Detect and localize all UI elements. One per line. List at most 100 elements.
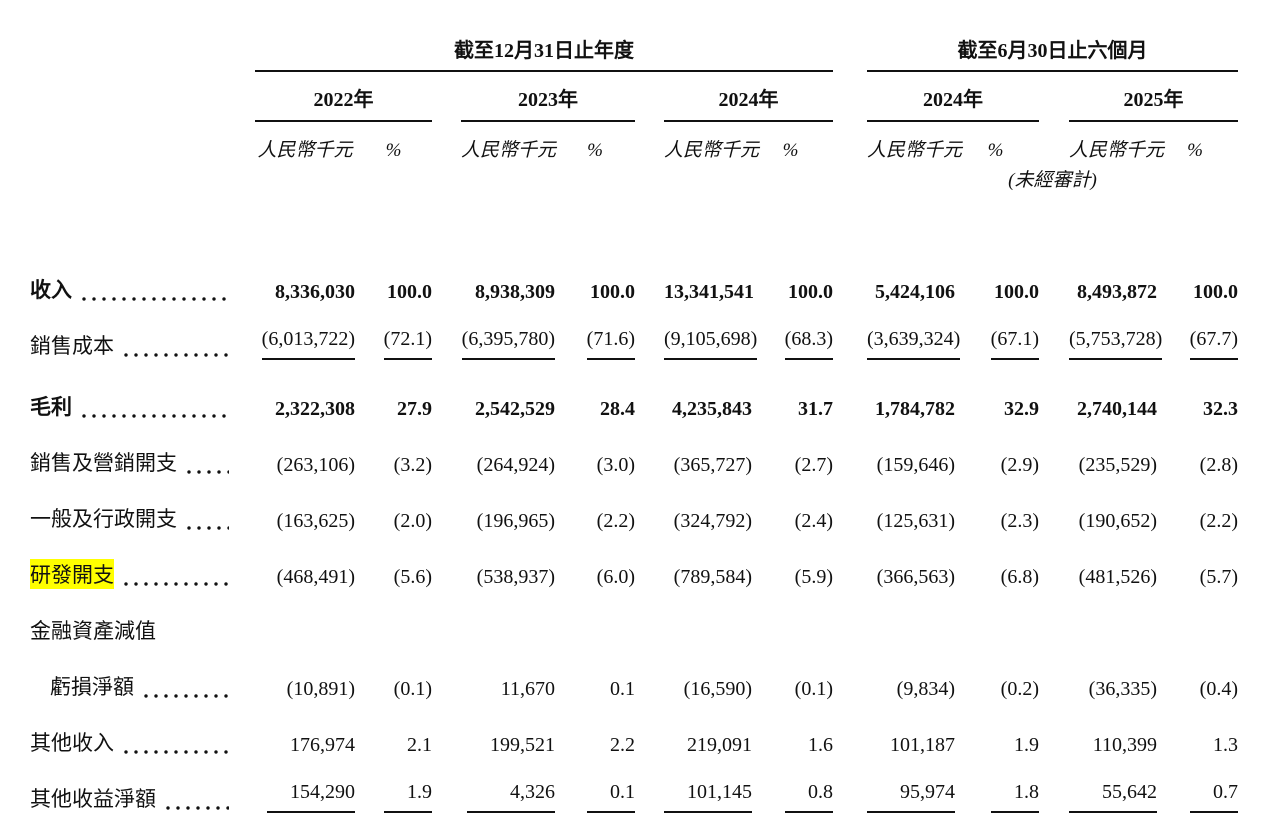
cell-value: (36,335) [1088, 678, 1157, 700]
cell-percent: (68.3) [748, 313, 833, 360]
column-gap [432, 71, 461, 121]
unit-header: 人民幣千元 [867, 140, 963, 161]
cell-value: 154,290 [255, 766, 355, 813]
year-header-2024: 2024年 [664, 71, 833, 122]
cell-percent: 1.6 [808, 734, 833, 756]
row-other-income: 其他收入 176,974 2.1 199,521 2.2 219,091 1.6… [30, 710, 1238, 766]
unaudited-note: (未經審計) [1008, 170, 1097, 191]
column-gap [1039, 71, 1069, 121]
cell-percent: 0.1 [610, 678, 635, 700]
period-group-annual: 截至12月31日止年度 [255, 34, 833, 72]
column-gap [432, 710, 461, 766]
cell-value: (263,106) [276, 454, 355, 476]
column-gap [833, 430, 867, 486]
cell-percent: (6.8) [1000, 566, 1039, 588]
cell-value: 11,670 [500, 678, 555, 700]
dot-leader [121, 330, 229, 360]
cell-percent: (67.1) [952, 313, 1039, 360]
cell-value: 199,521 [490, 734, 555, 756]
cell-value: 2,740,144 [1077, 398, 1157, 420]
cell-percent [1152, 598, 1238, 654]
cell-value [1069, 598, 1152, 654]
cell-value: (125,631) [876, 510, 955, 532]
column-gap [833, 486, 867, 542]
cell-value: (16,590) [683, 678, 752, 700]
row-label: 一般及行政開支 [30, 507, 177, 531]
cell-value: (3,639,324) [867, 313, 961, 360]
cell-percent: 100.0 [590, 281, 635, 303]
row-revenue: 收入 8,336,030 100.0 8,938,309 100.0 13,34… [30, 192, 1238, 313]
year-header-2023: 2023年 [461, 71, 635, 122]
unit-header: 人民幣千元 [664, 140, 760, 161]
year-header-2022: 2022年 [255, 71, 432, 122]
row-label: 毛利 [30, 395, 72, 419]
column-gap [1039, 598, 1069, 654]
cell-percent: (72.1) [355, 313, 432, 360]
cell-value: (366,563) [876, 566, 955, 588]
percent-header: % [782, 140, 799, 161]
cell-percent: 100.0 [1193, 281, 1238, 303]
column-gap [833, 162, 867, 192]
cell-percent: (2.0) [393, 510, 432, 532]
cell-percent: (3.2) [393, 454, 432, 476]
column-gap [1039, 313, 1069, 360]
column-gap [833, 313, 867, 360]
dot-leader [184, 503, 229, 533]
cell-percent: (2.8) [1199, 454, 1238, 476]
cell-percent: 27.9 [397, 398, 432, 420]
cell-value: (190,652) [1078, 510, 1157, 532]
cell-value: 219,091 [687, 734, 752, 756]
cell-value: (538,937) [476, 566, 555, 588]
column-gap [833, 654, 867, 710]
cell-value [867, 598, 952, 654]
cell-percent: (2.7) [794, 454, 833, 476]
column-gap [833, 542, 867, 598]
column-gap [432, 192, 461, 313]
column-gap [635, 430, 664, 486]
column-gap [635, 766, 664, 813]
column-gap [635, 360, 664, 430]
cell-percent: 2.1 [407, 734, 432, 756]
unit-header-row: 人民幣千元 % 人民幣千元 % 人民幣千元 % 人民幣千元 % 人民幣千元 % [30, 121, 1238, 162]
cell-value: 4,235,843 [672, 398, 752, 420]
cell-percent [748, 598, 833, 654]
cell-percent: 1.9 [1014, 734, 1039, 756]
dot-leader [79, 274, 229, 304]
cell-value: (9,834) [896, 678, 955, 700]
column-gap [432, 430, 461, 486]
cell-value: 5,424,106 [875, 281, 955, 303]
cell-percent: (5.6) [393, 566, 432, 588]
cell-percent: (0.4) [1199, 678, 1238, 700]
cell-value: (163,625) [276, 510, 355, 532]
cell-value: 55,642 [1069, 766, 1157, 813]
cell-value: (481,526) [1078, 566, 1157, 588]
cell-percent: 1.3 [1213, 734, 1238, 756]
column-gap [432, 486, 461, 542]
row-label: 銷售成本 [30, 334, 114, 358]
percent-header: % [587, 140, 603, 161]
cell-value [664, 598, 748, 654]
column-gap [635, 598, 664, 654]
column-gap [833, 710, 867, 766]
cell-value: (324,792) [673, 510, 752, 532]
cell-percent: (2.2) [1199, 510, 1238, 532]
dot-leader [184, 447, 229, 477]
income-statement-table: 截至12月31日止年度 截至6月30日止六個月 2022年 2023年 2024… [30, 34, 1238, 813]
cell-value: 101,187 [890, 734, 955, 756]
cell-value: (789,584) [673, 566, 752, 588]
row-gross-profit: 毛利 2,322,308 27.9 2,542,529 28.4 4,235,8… [30, 360, 1238, 430]
cell-percent: (6.0) [596, 566, 635, 588]
column-gap [432, 360, 461, 430]
cell-percent: 100.0 [387, 281, 432, 303]
cell-percent [555, 598, 635, 654]
cell-value: 2,322,308 [275, 398, 355, 420]
cell-percent: (67.7) [1152, 313, 1238, 360]
row-label-highlighted: 研發開支 [30, 559, 114, 589]
column-gap [1039, 766, 1069, 813]
cell-value: (10,891) [286, 678, 355, 700]
cell-value: (5,753,728) [1069, 313, 1163, 360]
period-group-interim: 截至6月30日止六個月 [867, 34, 1238, 72]
column-gap [833, 121, 867, 162]
percent-header: % [385, 140, 402, 161]
cell-value [461, 598, 555, 654]
